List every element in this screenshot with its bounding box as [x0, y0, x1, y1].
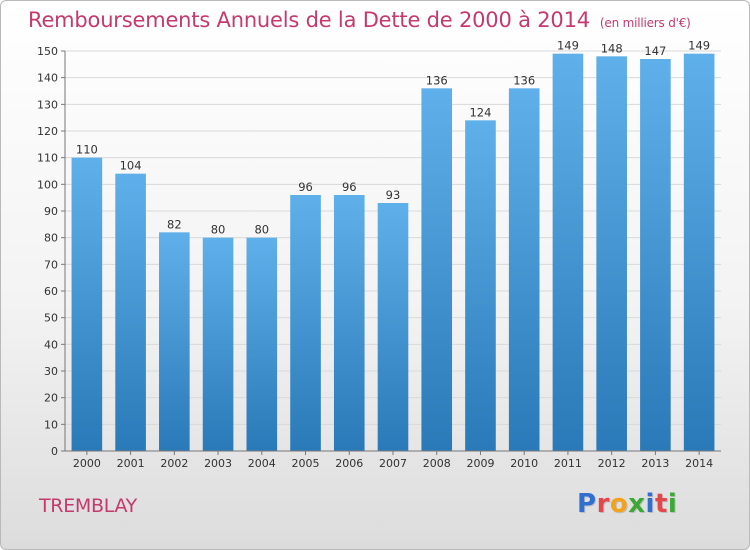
y-tick-label: 120 [37, 125, 58, 138]
bars: 110 104 82 80 80 96 96 93 136 124 136 149 148 147 149 [71, 39, 715, 452]
y-tick-label: 140 [37, 72, 58, 85]
bar-value-label: 149 [688, 39, 710, 53]
bar [552, 53, 584, 452]
y-tick-label: 0 [51, 445, 58, 458]
bar [421, 88, 453, 451]
bar-value-label: 96 [298, 180, 313, 194]
bar [290, 195, 321, 451]
x-tick-label: 2014 [685, 457, 713, 470]
bar-value-label: 136 [426, 73, 448, 87]
y-tick-label: 40 [44, 338, 58, 351]
bar [596, 56, 627, 451]
x-tick-label: 2008 [423, 457, 451, 470]
x-tick-label: 2001 [117, 457, 145, 470]
x-tick-label: 2012 [598, 457, 626, 470]
bar [159, 232, 190, 451]
bar-value-label: 148 [601, 41, 623, 55]
bar [202, 237, 234, 451]
bar [465, 120, 496, 451]
x-tick-label: 2003 [204, 457, 232, 470]
logo-letter: r [596, 489, 610, 519]
bar [683, 53, 715, 452]
x-tick-label: 2007 [379, 457, 407, 470]
bar-value-label: 149 [557, 39, 579, 53]
chart-title: Remboursements Annuels de la Dette de 20… [28, 8, 691, 32]
bar [246, 237, 278, 451]
y-tick-label: 60 [44, 285, 58, 298]
bar [333, 195, 365, 451]
bar-value-label: 82 [167, 217, 182, 231]
y-tick-label: 110 [37, 152, 58, 165]
bar-value-label: 136 [513, 73, 535, 87]
y-tick-label: 20 [44, 392, 58, 405]
bar [115, 173, 146, 451]
y-tick-label: 50 [44, 312, 58, 325]
bar [377, 203, 409, 451]
y-tick-label: 100 [37, 178, 58, 191]
logo-letter: i [667, 489, 678, 519]
bar-value-label: 104 [120, 159, 142, 173]
logo-letter: x [628, 489, 646, 519]
chart-subtitle: (en milliers d'€) [599, 16, 691, 30]
bar-value-label: 147 [644, 44, 666, 58]
y-tick-label: 30 [44, 365, 58, 378]
x-tick-label: 2013 [641, 457, 669, 470]
bar-value-label: 93 [386, 188, 401, 202]
bar-value-label: 96 [342, 180, 357, 194]
logo-letter: t [654, 489, 668, 519]
bar [508, 88, 540, 451]
bar-value-label: 80 [254, 223, 269, 237]
x-tick-label: 2006 [335, 457, 363, 470]
bar-value-label: 124 [469, 105, 491, 119]
bar [640, 59, 671, 451]
bar-value-label: 110 [76, 143, 98, 157]
x-tick-label: 2009 [466, 457, 494, 470]
chart-title-text: Remboursements Annuels de la Dette de 20… [28, 8, 590, 32]
city-name: TREMBLAY [39, 495, 137, 517]
y-tick-label: 10 [44, 418, 58, 431]
bar [71, 157, 103, 451]
x-tick-label: 2002 [160, 457, 188, 470]
logo-letter: P [577, 489, 597, 519]
logo-letter: i [645, 489, 655, 519]
x-tick-label: 2004 [248, 457, 276, 470]
proxiti-logo: Proxiti [577, 489, 677, 519]
x-tick-label: 2000 [73, 457, 101, 470]
logo-letter: o [609, 489, 629, 519]
y-tick-label: 80 [44, 232, 58, 245]
x-tick-label: 2010 [510, 457, 538, 470]
y-tick-label: 150 [37, 45, 58, 58]
x-tick-label: 2011 [554, 457, 582, 470]
x-axis: 2000 2001 2002 2003 2004 2005 2006 2007 2008 2009… [65, 450, 721, 470]
y-tick-label: 90 [44, 205, 58, 218]
x-tick-label: 2005 [292, 457, 320, 470]
bar-value-label: 80 [211, 223, 226, 237]
y-tick-label: 130 [37, 98, 58, 111]
y-tick-label: 70 [44, 258, 58, 271]
y-axis: 0 10 20 30 40 50 60 70 80 90 100 110 120 130 140 150 [37, 45, 66, 458]
